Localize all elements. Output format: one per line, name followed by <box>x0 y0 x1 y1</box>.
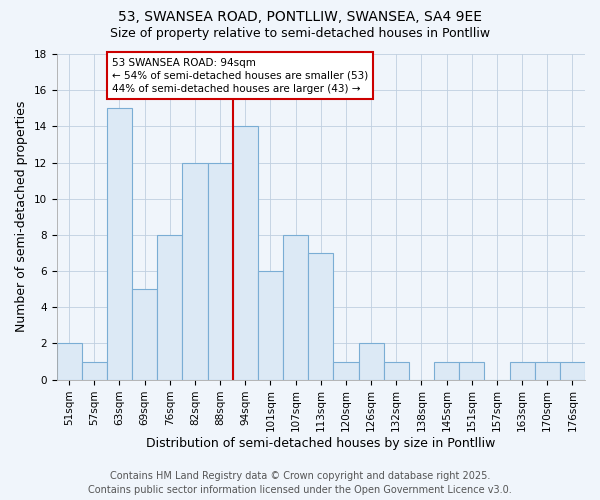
Bar <box>56 344 82 380</box>
Text: Size of property relative to semi-detached houses in Pontlliw: Size of property relative to semi-detach… <box>110 28 490 40</box>
Bar <box>535 362 560 380</box>
Bar <box>208 162 233 380</box>
Bar <box>383 362 409 380</box>
Bar <box>283 235 308 380</box>
Text: Contains HM Land Registry data © Crown copyright and database right 2025.
Contai: Contains HM Land Registry data © Crown c… <box>88 471 512 495</box>
Bar <box>308 253 334 380</box>
Text: 53 SWANSEA ROAD: 94sqm
← 54% of semi-detached houses are smaller (53)
44% of sem: 53 SWANSEA ROAD: 94sqm ← 54% of semi-det… <box>112 58 368 94</box>
X-axis label: Distribution of semi-detached houses by size in Pontlliw: Distribution of semi-detached houses by … <box>146 437 496 450</box>
Text: 53, SWANSEA ROAD, PONTLLIW, SWANSEA, SA4 9EE: 53, SWANSEA ROAD, PONTLLIW, SWANSEA, SA4… <box>118 10 482 24</box>
Bar <box>560 362 585 380</box>
Bar <box>82 362 107 380</box>
Bar <box>107 108 132 380</box>
Bar <box>258 271 283 380</box>
Bar <box>182 162 208 380</box>
Bar <box>434 362 459 380</box>
Y-axis label: Number of semi-detached properties: Number of semi-detached properties <box>15 101 28 332</box>
Bar <box>233 126 258 380</box>
Bar <box>157 235 182 380</box>
Bar <box>459 362 484 380</box>
Bar <box>509 362 535 380</box>
Bar <box>359 344 383 380</box>
Bar <box>132 289 157 380</box>
Bar <box>334 362 359 380</box>
